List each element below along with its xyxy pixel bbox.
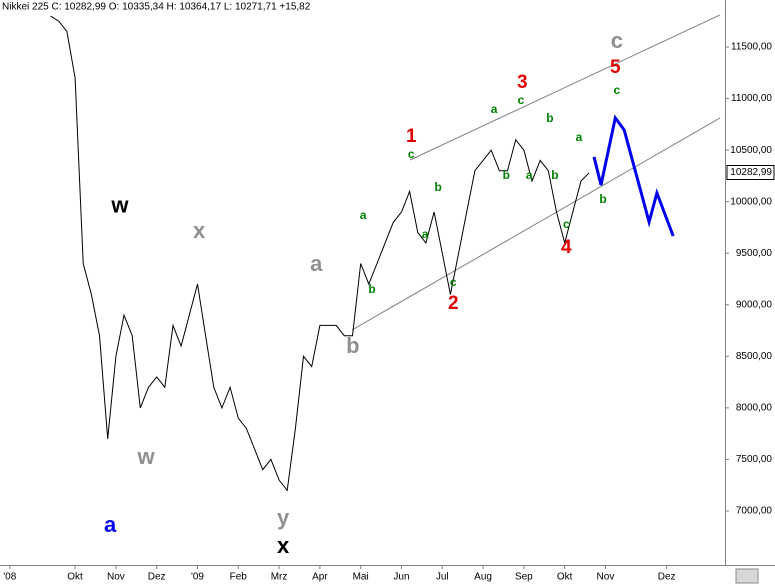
y-tick-label: 11500,00: [731, 42, 772, 53]
wave-label: a: [360, 208, 367, 222]
y-tick-label: 7500,00: [736, 454, 773, 465]
wave-label: c: [614, 83, 621, 97]
y-tick-label: 8000,00: [736, 403, 773, 414]
wave-label: 5: [610, 57, 621, 78]
wave-label: b: [546, 111, 553, 125]
wave-label: a: [422, 227, 429, 241]
scroll-button[interactable]: [735, 568, 759, 584]
wave-label: c: [450, 275, 457, 289]
wave-label: 1: [406, 126, 417, 147]
forecast-line: [592, 114, 675, 237]
last-price-box: [726, 164, 775, 180]
wave-label: a: [526, 168, 533, 182]
wave-label: 2: [448, 293, 459, 314]
wave-label: 4: [561, 237, 572, 258]
x-tick-label: Okt: [557, 572, 573, 583]
x-tick-label: Nov: [107, 572, 125, 583]
wave-label: b: [599, 192, 606, 206]
y-tick-label: 8500,00: [736, 351, 773, 362]
wave-label: b: [503, 168, 510, 182]
wave-label: c: [563, 217, 570, 231]
wave-label: b: [368, 282, 375, 296]
trend-line: [351, 117, 721, 331]
wave-label: a: [491, 102, 498, 116]
x-tick-label: Apr: [312, 572, 328, 583]
x-tick-label: Okt: [67, 572, 83, 583]
x-tick-label: Feb: [230, 572, 248, 583]
wave-label: w: [110, 193, 129, 218]
wave-label: w: [136, 444, 155, 469]
x-tick-label: Jul: [436, 572, 449, 583]
x-tick-label: '09: [191, 572, 204, 583]
wave-label: x: [277, 533, 290, 558]
x-tick-label: Aug: [474, 572, 492, 583]
x-tick-label: '08: [3, 572, 16, 583]
wave-label: c: [611, 28, 623, 53]
chart-title: Nikkei 225 C: 10282,99 O: 10335,34 H: 10…: [2, 2, 311, 13]
wave-label: a: [104, 512, 117, 537]
x-tick-label: Nov: [597, 572, 615, 583]
wave-label: 3: [517, 72, 528, 93]
y-tick-label: 9500,00: [736, 248, 773, 259]
wave-label: b: [346, 333, 359, 358]
x-tick-label: Dez: [148, 572, 166, 583]
y-tick-label: 10500,00: [730, 145, 772, 156]
y-tick-label: 10000,00: [730, 196, 772, 207]
wave-label: y: [277, 505, 290, 530]
x-tick-label: Dez: [658, 572, 676, 583]
y-tick-label: 7000,00: [736, 506, 773, 517]
y-tick-label: 9000,00: [736, 299, 773, 310]
wave-label: x: [193, 218, 206, 243]
wave-label: b: [551, 168, 558, 182]
x-tick-label: Jun: [393, 572, 409, 583]
x-tick-label: Sep: [515, 572, 533, 583]
x-tick-label: Mrz: [271, 572, 288, 583]
wave-label: b: [435, 180, 442, 194]
wave-label: a: [576, 130, 583, 144]
trend-line: [409, 14, 721, 161]
wave-label: c: [518, 93, 525, 107]
wave-label: a: [310, 251, 323, 276]
wave-label: c: [408, 147, 415, 161]
last-price-label: 10282,99: [730, 167, 772, 178]
x-tick-label: Mai: [353, 572, 369, 583]
price-line: [50, 15, 590, 492]
y-tick-label: 11000,00: [731, 93, 772, 104]
